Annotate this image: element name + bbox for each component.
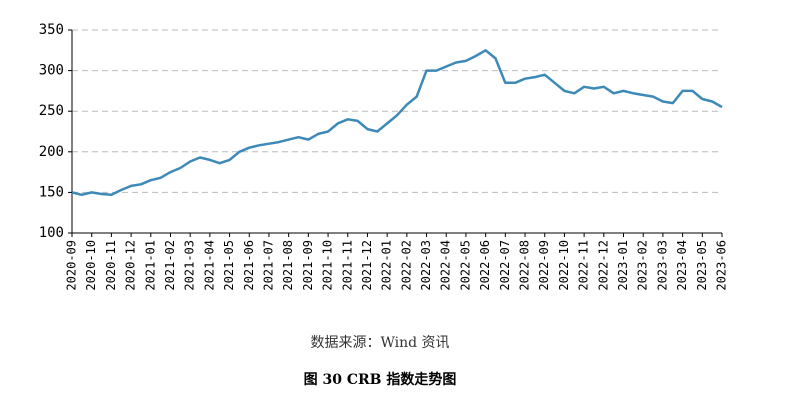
x-tick-label: 2022-06 [478, 240, 492, 291]
source-note: 数据来源：Wind 资讯 [310, 335, 449, 351]
y-tick-label: 150 [39, 184, 64, 200]
x-tick-label: 2022-09 [537, 240, 551, 291]
x-tick-label: 2023-05 [695, 240, 709, 291]
x-tick-label: 2021-11 [340, 240, 354, 291]
x-tick-label: 2020-09 [65, 240, 79, 291]
x-tick-label: 2022-07 [498, 240, 512, 291]
y-tick-label: 200 [39, 144, 64, 160]
x-tick-label: 2022-04 [439, 240, 453, 291]
x-tick-label: 2022-03 [419, 240, 433, 291]
y-tick-label: 250 [39, 103, 64, 119]
x-tick-label: 2022-12 [596, 240, 610, 291]
x-tick-label: 2022-05 [458, 240, 472, 291]
x-tick-label: 2021-12 [360, 240, 374, 291]
x-tick-label: 2021-06 [242, 240, 256, 291]
x-tick-label: 2022-01 [380, 240, 394, 291]
x-tick-label: 2021-04 [202, 240, 216, 291]
x-tick-label: 2022-02 [399, 240, 413, 291]
x-tick-label: 2023-06 [715, 240, 729, 291]
x-tick-label: 2023-01 [616, 240, 630, 291]
x-tick-label: 2022-08 [518, 240, 532, 291]
data-line [71, 49, 723, 197]
x-tick-label: 2021-05 [222, 240, 236, 291]
x-tick-label: 2021-01 [143, 240, 157, 291]
chart-caption: 图 30 CRB 指数走势图 [304, 371, 457, 388]
x-tick-label: 2021-09 [301, 240, 315, 291]
y-tick-label: 350 [39, 22, 64, 38]
x-tick-label: 2022-11 [577, 240, 591, 291]
x-tick-label: 2023-02 [636, 240, 650, 291]
x-tick-label: 2021-08 [281, 240, 295, 291]
x-tick-label: 2020-12 [124, 240, 138, 291]
x-tick-label: 2023-04 [675, 240, 689, 291]
y-tick-label: 100 [39, 225, 64, 241]
x-tick-label: 2022-10 [557, 240, 571, 291]
x-tick-label: 2020-11 [104, 240, 118, 291]
x-tick-label: 2020-10 [84, 240, 98, 291]
x-tick-label: 2021-03 [183, 240, 197, 291]
x-tick-label: 2021-02 [163, 240, 177, 291]
y-tick-label: 300 [39, 63, 64, 79]
x-tick-label: 2021-07 [261, 240, 275, 291]
x-tick-label: 2023-03 [655, 240, 669, 291]
x-tick-label: 2021-10 [321, 240, 335, 291]
